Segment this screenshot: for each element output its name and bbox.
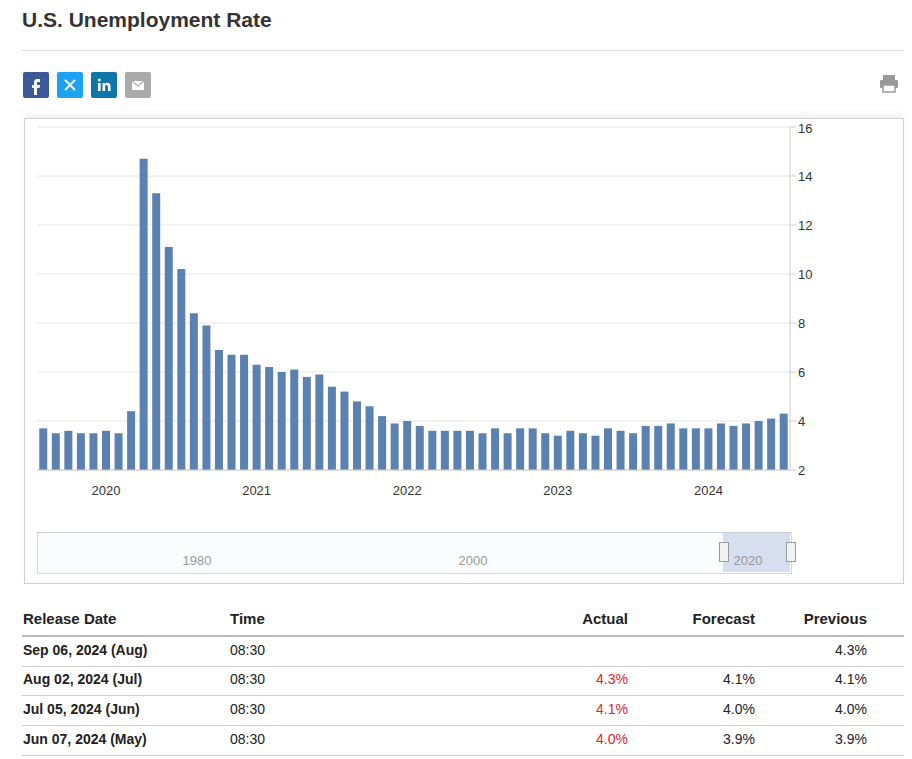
svg-text:2022: 2022: [393, 483, 422, 498]
html-text:Previous: Previous: [803, 610, 867, 627]
html-text:Forecast: Forecast: [692, 610, 755, 627]
svg-text:2: 2: [798, 463, 805, 478]
svg-text:4: 4: [798, 414, 805, 429]
html-text:Jun 07, 2024 (May): Jun 07, 2024 (May): [23, 731, 147, 747]
html-text:2020: 2020: [733, 553, 763, 568]
html-text:3.9%: 3.9%: [723, 731, 755, 747]
html-text:4.1%: 4.1%: [723, 671, 755, 687]
svg-text:6: 6: [798, 365, 805, 380]
html-text:3.9%: 3.9%: [835, 731, 867, 747]
svg-text:12: 12: [798, 218, 812, 233]
html-text:Time: Time: [230, 610, 265, 627]
html-text:1980: 1980: [182, 553, 212, 568]
svg-text:16: 16: [798, 121, 812, 136]
html-text:08:30: 08:30: [230, 731, 265, 747]
svg-text:2021: 2021: [242, 483, 271, 498]
svg-text:14: 14: [798, 169, 812, 184]
svg-text:8: 8: [798, 316, 805, 331]
html-text:4.0%: 4.0%: [835, 701, 867, 717]
svg-text:2020: 2020: [92, 483, 121, 498]
svg-text:2023: 2023: [543, 483, 572, 498]
html-text:Sep 06, 2024 (Aug): Sep 06, 2024 (Aug): [23, 642, 148, 658]
html-text:08:30: 08:30: [230, 701, 265, 717]
html-text:Release Date: Release Date: [23, 610, 117, 627]
svg-text:10: 10: [798, 267, 812, 282]
html-text:08:30: 08:30: [230, 642, 265, 658]
html-text:08:30: 08:30: [230, 671, 265, 687]
html-text:4.1%: 4.1%: [596, 701, 628, 717]
html-text:U.S. Unemployment Rate: U.S. Unemployment Rate: [22, 8, 272, 31]
html-text:Actual: Actual: [582, 610, 628, 627]
html-text:4.0%: 4.0%: [596, 731, 628, 747]
html-text:Jul 05, 2024 (Jun): Jul 05, 2024 (Jun): [23, 701, 140, 717]
html-text:4.3%: 4.3%: [596, 671, 628, 687]
svg-text:2024: 2024: [694, 483, 723, 498]
html-text:4.1%: 4.1%: [835, 671, 867, 687]
html-text:4.3%: 4.3%: [835, 642, 867, 658]
html-text:4.0%: 4.0%: [723, 701, 755, 717]
html-text:Aug 02, 2024 (Jul): Aug 02, 2024 (Jul): [23, 671, 142, 687]
html-text:2000: 2000: [458, 553, 488, 568]
